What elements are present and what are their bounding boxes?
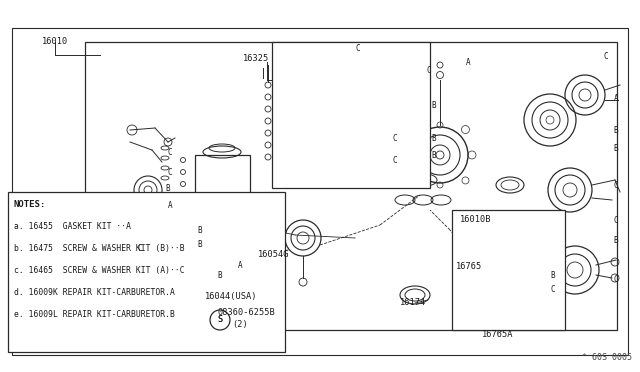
- Text: a. 16455  GASKET KIT ··A: a. 16455 GASKET KIT ··A: [14, 222, 131, 231]
- Bar: [195, 155, 250, 230]
- Bar: [12, 28, 628, 355]
- Text: b. 16475  SCREW & WASHER KIT (B)··B: b. 16475 SCREW & WASHER KIT (B)··B: [14, 244, 184, 253]
- Text: C: C: [393, 155, 397, 164]
- Text: B: B: [432, 100, 436, 109]
- Text: C: C: [138, 244, 142, 253]
- Text: C: C: [604, 51, 608, 61]
- Text: NOTES:: NOTES:: [14, 200, 46, 209]
- Text: C: C: [614, 215, 618, 224]
- Text: B: B: [614, 235, 618, 244]
- Text: 16325: 16325: [243, 54, 269, 63]
- Text: A: A: [466, 58, 470, 67]
- Text: B: B: [432, 134, 436, 142]
- Text: c. 16465  SCREW & WASHER KIT (A)··C: c. 16465 SCREW & WASHER KIT (A)··C: [14, 266, 184, 275]
- Text: C: C: [614, 276, 618, 285]
- Text: B: B: [218, 270, 222, 279]
- Text: B: B: [198, 240, 202, 248]
- Text: B: B: [614, 125, 618, 135]
- Text: e. 16009L REPAIR KIT-CARBURETOR.B: e. 16009L REPAIR KIT-CARBURETOR.B: [14, 310, 175, 319]
- Bar: [168, 282, 202, 310]
- Text: C: C: [168, 167, 172, 176]
- Text: B: B: [198, 225, 202, 234]
- Text: 16010: 16010: [42, 37, 68, 46]
- Bar: [85, 42, 617, 330]
- Text: 16765A: 16765A: [482, 330, 513, 339]
- Text: 16054G: 16054G: [258, 250, 289, 259]
- Text: 16174: 16174: [400, 298, 426, 307]
- Text: 16765: 16765: [456, 262, 483, 271]
- Text: 16010B: 16010B: [460, 215, 492, 224]
- Text: (2): (2): [232, 320, 248, 329]
- Text: d. 16009K REPAIR KIT-CARBURETOR.A: d. 16009K REPAIR KIT-CARBURETOR.A: [14, 288, 175, 297]
- Bar: [8, 192, 285, 352]
- Text: B: B: [432, 151, 436, 160]
- Text: C: C: [393, 134, 397, 142]
- Text: C: C: [614, 180, 618, 189]
- Circle shape: [210, 310, 230, 330]
- Text: A: A: [168, 201, 172, 209]
- Text: C: C: [550, 285, 556, 295]
- Text: B: B: [166, 183, 170, 192]
- Text: 16044(USA): 16044(USA): [205, 292, 257, 301]
- Text: C: C: [168, 148, 172, 157]
- Bar: [272, 42, 430, 188]
- Text: A: A: [237, 260, 243, 269]
- Text: B: B: [550, 270, 556, 279]
- Text: ^ 60S 0005: ^ 60S 0005: [582, 353, 632, 362]
- Text: S: S: [218, 315, 223, 324]
- Text: 08360-6255B: 08360-6255B: [218, 308, 276, 317]
- Text: C: C: [356, 44, 360, 52]
- Bar: [452, 210, 565, 330]
- Text: B: B: [614, 144, 618, 153]
- Text: A: A: [614, 93, 618, 103]
- Text: S: S: [218, 315, 223, 324]
- Text: C: C: [427, 65, 431, 74]
